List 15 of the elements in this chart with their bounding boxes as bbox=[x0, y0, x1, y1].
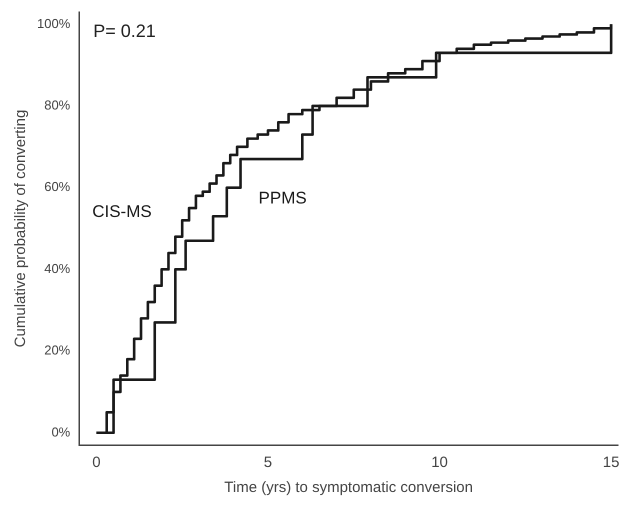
y-tick-label: 60% bbox=[44, 179, 71, 194]
y-tick-label: 100% bbox=[37, 16, 71, 31]
y-tick-label: 80% bbox=[44, 98, 71, 113]
x-tick-label: 15 bbox=[602, 454, 620, 472]
y-tick-label: 40% bbox=[44, 260, 71, 276]
x-tick-label: 5 bbox=[264, 454, 272, 472]
x-tick-label: 0 bbox=[92, 454, 101, 472]
annotation: P= 0.21 bbox=[93, 20, 156, 41]
series-label: CIS-MS bbox=[92, 202, 152, 222]
series-label: PPMS bbox=[258, 188, 307, 208]
x-axis-title: Time (yrs) to symptomatic conversion bbox=[224, 479, 473, 496]
x-tick-label: 10 bbox=[431, 454, 448, 472]
y-axis-title: Cumulative probability of converting bbox=[12, 110, 30, 348]
y-tick-label: 20% bbox=[44, 342, 71, 358]
y-tick-label: 0% bbox=[51, 424, 71, 440]
